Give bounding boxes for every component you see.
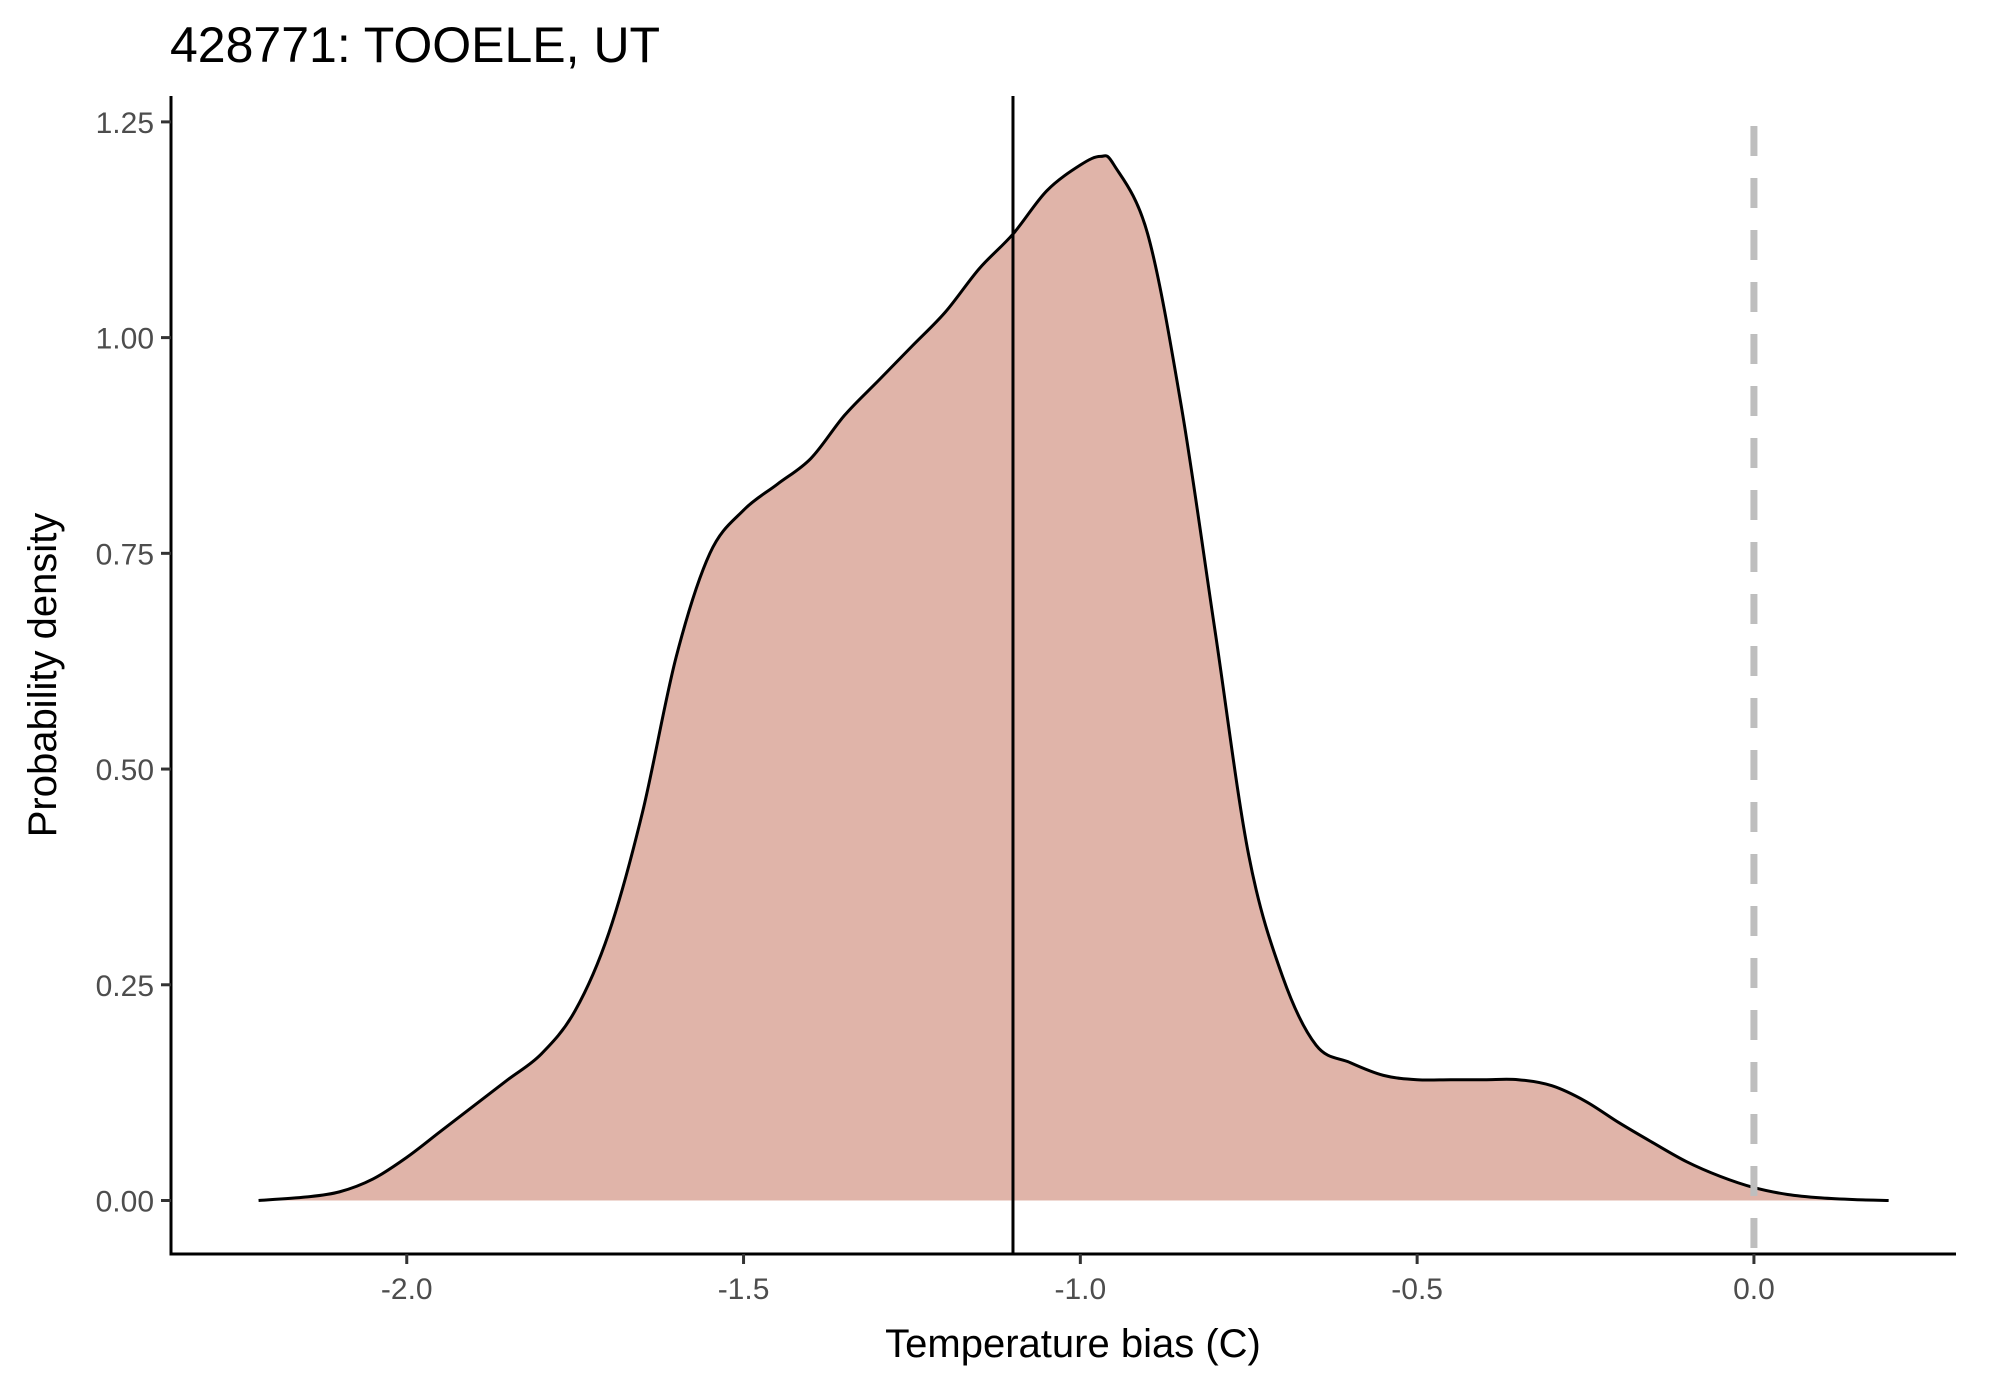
- reference-lines: [1011, 96, 1758, 1254]
- y-tick-label: 1.00: [96, 323, 154, 356]
- density-layer: [258, 154, 1889, 1202]
- x-tick-label: 0.0: [1733, 1273, 1775, 1306]
- x-tick-label: -2.0: [381, 1273, 433, 1306]
- y-ticks: 0.00 0.25 0.50 0.75 1.00 1.25: [96, 107, 171, 1219]
- axes: [169, 96, 1956, 1256]
- y-tick-label: 0.00: [96, 1186, 154, 1219]
- y-tick-label: 1.25: [96, 107, 154, 140]
- x-tick-label: -1.0: [1054, 1273, 1106, 1306]
- density-curve: [258, 154, 1889, 1202]
- x-axis-title: Temperature bias (C): [885, 1322, 1261, 1366]
- density-area: [258, 155, 1889, 1201]
- x-tick-label: -0.5: [1391, 1273, 1443, 1306]
- y-tick-label: 0.25: [96, 970, 154, 1003]
- x-tick-label: -1.5: [718, 1273, 770, 1306]
- x-ticks: -2.0 -1.5 -1.0 -0.5 0.0: [381, 1254, 1775, 1306]
- y-axis-title: Probability density: [21, 513, 65, 838]
- y-tick-label: 0.50: [96, 754, 154, 787]
- y-tick-label: 0.75: [96, 538, 154, 571]
- chart-title: 428771: TOOELE, UT: [170, 17, 660, 73]
